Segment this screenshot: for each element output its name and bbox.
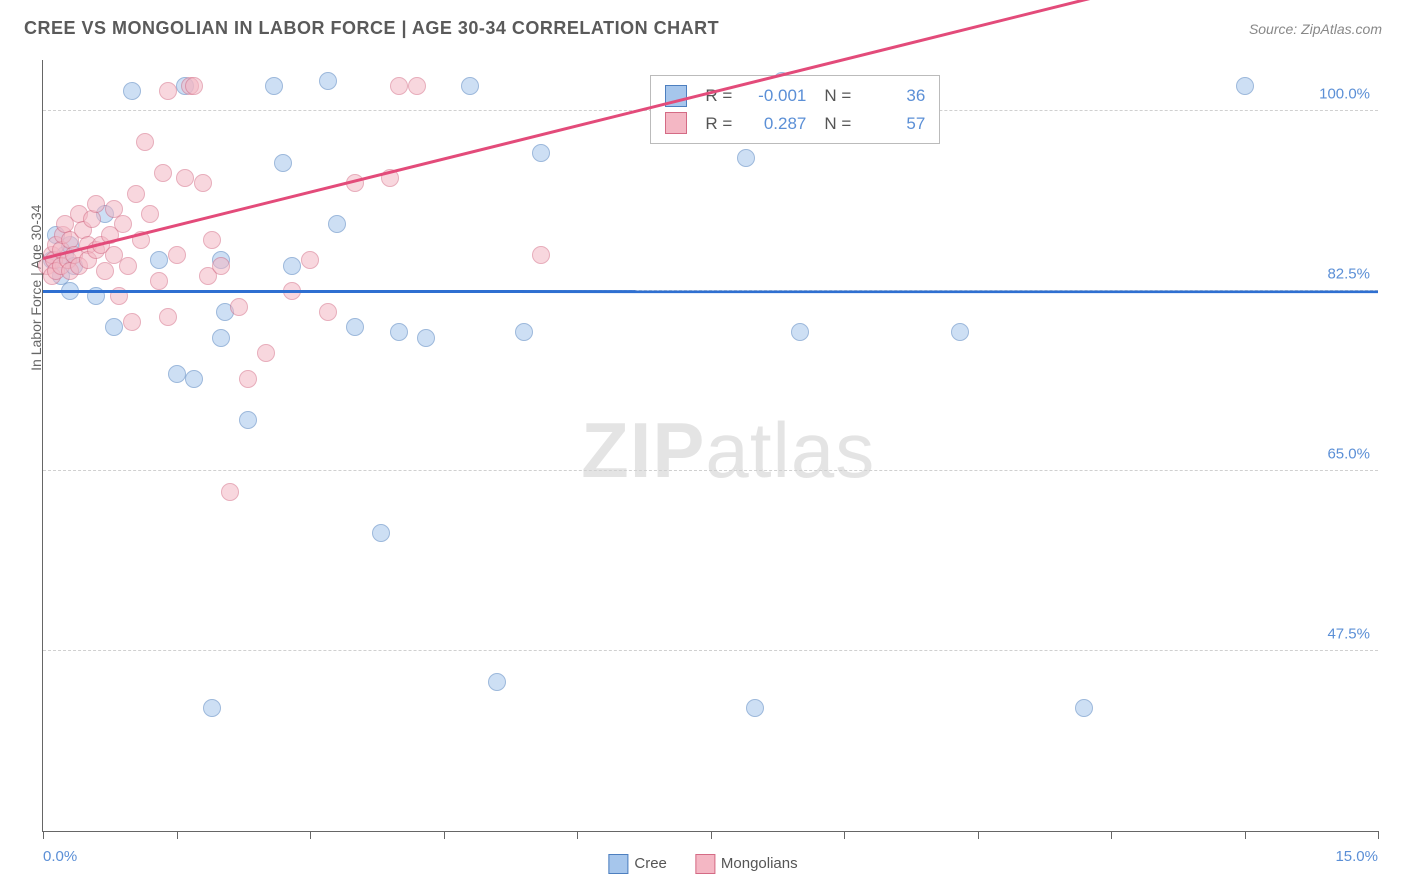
data-point <box>212 257 230 275</box>
legend-swatch <box>608 854 628 874</box>
data-point <box>203 699 221 717</box>
data-point <box>194 174 212 192</box>
data-point <box>123 82 141 100</box>
y-tick-label: 65.0% <box>1327 446 1370 463</box>
data-point <box>346 318 364 336</box>
x-tick <box>1245 831 1246 839</box>
x-tick <box>1111 831 1112 839</box>
data-point <box>265 77 283 95</box>
data-point <box>328 215 346 233</box>
data-point <box>239 411 257 429</box>
y-tick-label: 100.0% <box>1319 86 1370 103</box>
data-point <box>159 82 177 100</box>
data-point <box>1236 77 1254 95</box>
legend: Cree Mongolians <box>608 854 797 874</box>
gridline <box>43 470 1378 471</box>
data-point <box>83 210 101 228</box>
data-point <box>408 77 426 95</box>
data-point <box>1075 699 1093 717</box>
data-point <box>488 673 506 691</box>
r-label: R = <box>705 110 732 137</box>
watermark: ZIPatlas <box>581 405 875 496</box>
data-point <box>141 205 159 223</box>
data-point <box>114 215 132 233</box>
x-axis-label: 15.0% <box>1335 848 1378 865</box>
data-point <box>150 251 168 269</box>
r-value: -0.001 <box>750 82 806 109</box>
legend-item: Cree <box>608 854 667 874</box>
x-tick <box>978 831 979 839</box>
n-value: 57 <box>869 110 925 137</box>
plot-region: ZIPatlas 47.5%65.0%82.5%100.0%0.0%15.0%R… <box>42 60 1378 832</box>
data-point <box>319 303 337 321</box>
data-point <box>185 370 203 388</box>
x-tick <box>177 831 178 839</box>
data-point <box>221 483 239 501</box>
data-point <box>283 257 301 275</box>
y-tick-label: 47.5% <box>1327 626 1370 643</box>
data-point <box>737 149 755 167</box>
gridline <box>43 650 1378 651</box>
data-point <box>123 313 141 331</box>
data-point <box>203 231 221 249</box>
legend-label: Mongolians <box>721 855 798 872</box>
data-point <box>791 323 809 341</box>
data-point <box>176 169 194 187</box>
data-point <box>515 323 533 341</box>
data-point <box>119 257 137 275</box>
data-point <box>417 329 435 347</box>
data-point <box>319 72 337 90</box>
correlation-stats: R = -0.001 N = 36R = 0.287 N = 57 <box>650 75 940 143</box>
x-tick <box>844 831 845 839</box>
r-value: 0.287 <box>750 110 806 137</box>
stat-row: R =-0.001N =36 <box>665 82 925 109</box>
chart-title: CREE VS MONGOLIAN IN LABOR FORCE | AGE 3… <box>24 18 719 39</box>
legend-swatch <box>695 854 715 874</box>
data-point <box>154 164 172 182</box>
x-tick <box>43 831 44 839</box>
y-tick-label: 82.5% <box>1327 266 1370 283</box>
data-point <box>951 323 969 341</box>
trend-line <box>43 290 1378 293</box>
n-value: 36 <box>869 82 925 109</box>
data-point <box>239 370 257 388</box>
legend-item: Mongolians <box>695 854 798 874</box>
data-point <box>96 262 114 280</box>
series-swatch <box>665 112 687 134</box>
data-point <box>390 77 408 95</box>
n-label: N = <box>824 110 851 137</box>
stat-row: R = 0.287 N = 57 <box>665 110 925 137</box>
data-point <box>87 195 105 213</box>
x-tick <box>577 831 578 839</box>
x-tick <box>711 831 712 839</box>
x-axis-label: 0.0% <box>43 848 77 865</box>
data-point <box>746 699 764 717</box>
data-point <box>390 323 408 341</box>
data-point <box>168 246 186 264</box>
data-point <box>212 329 230 347</box>
data-point <box>274 154 292 172</box>
data-point <box>168 365 186 383</box>
data-point <box>127 185 145 203</box>
data-point <box>372 524 390 542</box>
data-point <box>159 308 177 326</box>
n-label: N = <box>824 82 851 109</box>
data-point <box>230 298 248 316</box>
data-point <box>532 246 550 264</box>
x-tick <box>310 831 311 839</box>
data-point <box>136 133 154 151</box>
data-point <box>257 344 275 362</box>
x-tick <box>444 831 445 839</box>
data-point <box>532 144 550 162</box>
x-tick <box>1378 831 1379 839</box>
chart-header: CREE VS MONGOLIAN IN LABOR FORCE | AGE 3… <box>0 0 1406 47</box>
chart-area: In Labor Force | Age 30-34 ZIPatlas 47.5… <box>42 60 1378 832</box>
legend-label: Cree <box>634 855 667 872</box>
data-point <box>105 318 123 336</box>
data-point <box>150 272 168 290</box>
data-point <box>185 77 203 95</box>
data-point <box>301 251 319 269</box>
source-label: Source: ZipAtlas.com <box>1249 21 1382 37</box>
data-point <box>461 77 479 95</box>
